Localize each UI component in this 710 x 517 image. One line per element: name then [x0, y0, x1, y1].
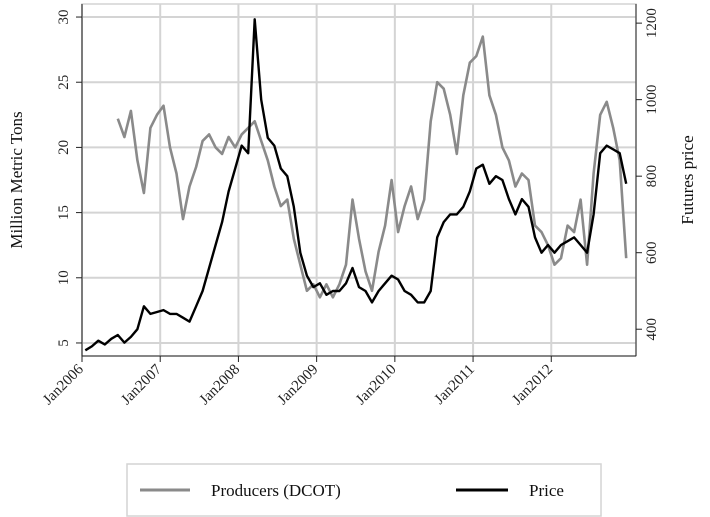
series-line-producers	[116, 35, 628, 299]
legend-label-producers: Producers (DCOT)	[211, 481, 341, 500]
x-tick-label: Jan2011	[432, 362, 478, 408]
x-tick-label: Jan2010	[353, 362, 400, 409]
right-axis: 400 600 800 1000 1200	[635, 4, 660, 356]
y2-tick-label: 1000	[644, 85, 660, 115]
y2-tick-label: 400	[644, 318, 660, 341]
x-tick-label: Jan2007	[118, 361, 165, 408]
y2-tick-label: 1200	[644, 8, 660, 38]
x-axis: Jan2006 Jan2007 Jan2008 Jan2009 Jan2010 Jan20…	[40, 355, 636, 409]
series-line-price	[84, 18, 628, 352]
x-tick-label: Jan2012	[509, 362, 556, 409]
y2-tick-label: 600	[644, 241, 660, 264]
y-tick-label: 30	[56, 10, 72, 25]
grid	[81, 4, 636, 356]
y-tick-label: 5	[56, 339, 72, 347]
series-layer	[84, 18, 628, 352]
x-tick-label: Jan2008	[197, 362, 244, 409]
y2-tick-label: 800	[644, 165, 660, 188]
left-axis: 5 10 15 20 25 30	[56, 4, 83, 356]
y2-axis-title: Futures price	[678, 135, 697, 224]
legend-label-price: Price	[529, 481, 564, 500]
y-axis-title: Million Metric Tons	[7, 111, 26, 248]
x-tick-label: Jan2006	[40, 361, 87, 408]
plot-area	[81, 3, 637, 357]
x-tick-label: Jan2009	[275, 362, 322, 409]
y-tick-label: 10	[56, 270, 72, 285]
y-tick-label: 15	[56, 205, 72, 220]
legend-box	[126, 463, 602, 517]
legend: Producers (DCOT) Price	[126, 463, 602, 517]
y-tick-label: 20	[56, 140, 72, 155]
y-tick-label: 25	[56, 75, 72, 90]
